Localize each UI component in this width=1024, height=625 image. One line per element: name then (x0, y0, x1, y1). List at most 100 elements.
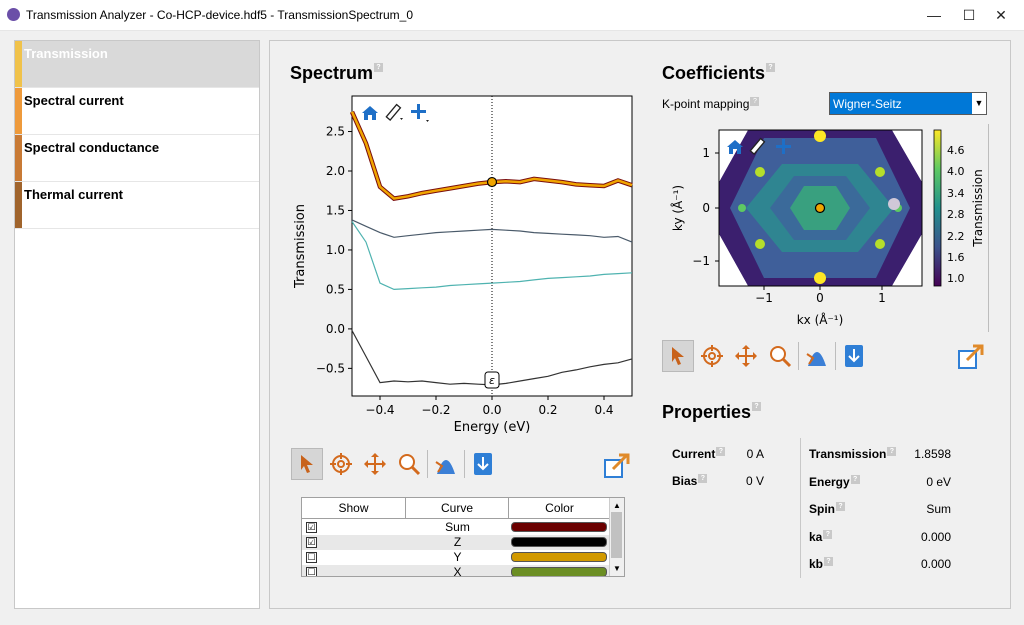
ruler-icon[interactable] (385, 103, 403, 121)
curve-name: Y (453, 550, 462, 564)
spectrum-chart[interactable]: −0.4 −0.2 0.0 0.2 0.4 −0.5 0.0 0.5 1.0 1.5 2.0 2.5… (287, 88, 637, 440)
help-icon[interactable]: ? (887, 447, 897, 456)
chevron-down-icon[interactable]: ▼ (972, 93, 986, 114)
ky-tick-label: 0 (702, 201, 710, 215)
help-icon[interactable]: ? (766, 63, 776, 72)
y-tick-label: 2.0 (326, 164, 345, 178)
nav-item-spectral-current[interactable]: Spectral current (15, 88, 259, 135)
maximize-button[interactable]: ☐ (962, 7, 976, 23)
home-icon[interactable] (362, 106, 378, 120)
help-icon[interactable]: ? (824, 557, 834, 566)
pan-tool-button[interactable] (730, 340, 762, 372)
curve-table[interactable]: Show Curve Color ☑ Sum ☑ Z ☐ Y ☐ X ▲ ▼ (301, 497, 625, 577)
nav-color-bar (15, 135, 22, 181)
coefficients-section-title: Coefficients? (662, 63, 776, 84)
nav-item-spectral-conductance[interactable]: Spectral conductance (15, 135, 259, 182)
export-data-button[interactable] (838, 340, 870, 372)
pointer-tool-button[interactable] (662, 340, 694, 372)
pointer-tool-button[interactable] (291, 448, 323, 480)
show-checkbox[interactable]: ☐ (306, 552, 317, 563)
fit-tool-button[interactable] (430, 448, 462, 480)
show-checkbox[interactable]: ☑ (306, 522, 317, 533)
zoom-tool-button[interactable] (393, 448, 425, 480)
nav-color-bar (15, 88, 22, 134)
kx-tick-label: −1 (755, 291, 773, 305)
magnifier-icon (770, 346, 792, 368)
help-icon[interactable]: ? (716, 447, 726, 456)
colorbar-tick: 4.6 (947, 144, 965, 157)
nav-label: Spectral current (24, 93, 124, 108)
toolbar-separator (464, 450, 465, 478)
ky-ticks: 1 0 −1 (692, 146, 719, 268)
colorbar-tick: 1.6 (947, 251, 965, 264)
ruler-icon[interactable] (749, 137, 766, 155)
color-swatch[interactable] (511, 567, 607, 576)
pan-tool-button[interactable] (359, 448, 391, 480)
series-line-y[interactable] (351, 221, 633, 291)
color-swatch[interactable] (511, 552, 607, 562)
property-value-spin: Sum (926, 502, 951, 516)
help-icon[interactable]: ? (752, 402, 762, 411)
series-line-z[interactable] (351, 219, 633, 243)
coefficients-chart[interactable]: −1 0 1 1 0 −1 kx (Å⁻¹) ky (Å⁻¹) 4.6 4.0 … (664, 124, 994, 334)
y-tick-label: 0.0 (326, 322, 345, 336)
nav-item-thermal-current[interactable]: Thermal current (15, 182, 259, 229)
home-icon[interactable] (727, 140, 743, 154)
table-row[interactable]: ☑ Z (302, 535, 611, 550)
table-scrollbar[interactable]: ▲ ▼ (609, 498, 624, 576)
popout-icon (958, 344, 984, 369)
ky-tick-label: −1 (692, 254, 710, 268)
fit-tool-button[interactable] (801, 340, 833, 372)
colorbar-tick: 1.0 (947, 272, 965, 285)
add-marker-icon[interactable] (411, 104, 429, 122)
popout-spectrum-button[interactable] (604, 452, 632, 483)
property-value-energy: 0 eV (926, 475, 951, 489)
scroll-thumb[interactable] (611, 512, 622, 558)
help-icon[interactable]: ? (850, 475, 860, 484)
download-icon (845, 345, 863, 367)
color-swatch[interactable] (511, 537, 607, 547)
column-header-show[interactable]: Show (302, 498, 406, 519)
nav-item-transmission[interactable]: Transmission (15, 41, 259, 88)
toolbar-separator (427, 450, 428, 478)
table-row[interactable]: ☐ Y (302, 550, 611, 565)
show-checkbox[interactable]: ☑ (306, 537, 317, 548)
export-data-button[interactable] (467, 448, 499, 480)
epsilon-label: ε (489, 374, 495, 387)
nav-label: Thermal current (24, 187, 123, 202)
scroll-down-icon[interactable]: ▼ (613, 564, 621, 573)
coefficients-splitter[interactable] (988, 124, 989, 332)
kpoint-mapping-select[interactable]: Wigner-Seitz ▼ (829, 92, 987, 115)
kpoint-marker[interactable] (814, 202, 826, 214)
help-icon[interactable]: ? (836, 502, 845, 511)
add-marker-icon[interactable] (776, 139, 791, 154)
x-axis-label: Energy (eV) (454, 420, 531, 435)
property-label-ka: ka? (809, 530, 833, 544)
property-value-ka: 0.000 (920, 530, 951, 544)
help-icon[interactable]: ? (374, 63, 384, 72)
column-header-curve[interactable]: Curve (406, 498, 509, 519)
help-icon[interactable]: ? (750, 97, 760, 106)
energy-marker[interactable] (486, 176, 498, 188)
table-row[interactable]: ☐ X (302, 565, 611, 577)
crosshair-tool-button[interactable] (325, 448, 357, 480)
show-checkbox[interactable]: ☐ (306, 567, 317, 577)
crosshair-tool-button[interactable] (696, 340, 728, 372)
properties-title: Properties (662, 402, 752, 422)
table-row[interactable]: ☑ Sum (302, 520, 611, 535)
scroll-up-icon[interactable]: ▲ (613, 501, 621, 510)
zoom-tool-button[interactable] (764, 340, 796, 372)
minimize-button[interactable]: — (927, 7, 941, 23)
y-tick-label: 0.5 (326, 282, 345, 296)
help-icon[interactable]: ? (698, 474, 708, 483)
toolbar-separator (835, 342, 836, 370)
help-icon[interactable]: ? (823, 530, 833, 539)
column-header-color[interactable]: Color (509, 498, 611, 519)
close-button[interactable]: ✕ (995, 7, 1007, 23)
property-label-bias: Bias? (672, 474, 708, 488)
property-value-current: 0 A (746, 447, 764, 461)
epsilon-handle[interactable]: ε (484, 371, 500, 389)
popout-coefficients-button[interactable] (958, 343, 986, 374)
nav-label: Spectral conductance (24, 140, 160, 155)
color-swatch[interactable] (511, 522, 607, 532)
